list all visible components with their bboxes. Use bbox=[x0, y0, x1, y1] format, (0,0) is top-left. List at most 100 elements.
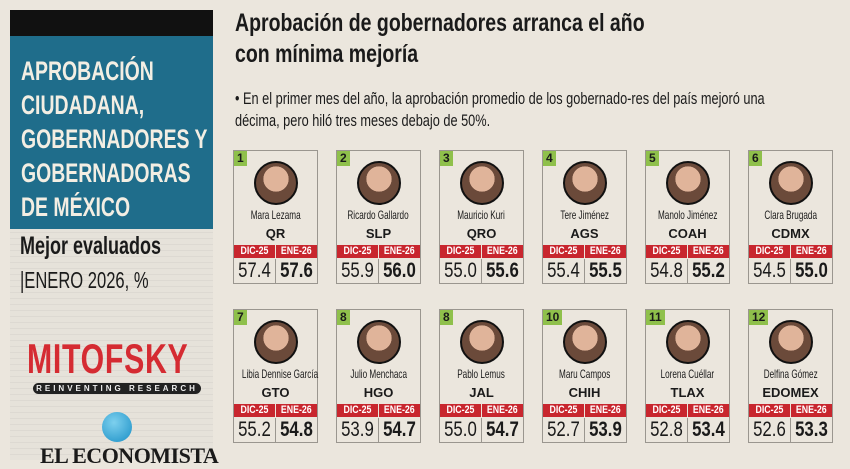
rank-badge: 3 bbox=[440, 151, 453, 166]
governor-card: 8 Pablo Lemus JAL DIC-25 ENE-26 55.0 54.7 bbox=[439, 309, 524, 443]
curr-month-header: ENE-26 bbox=[482, 404, 523, 417]
prev-month-header: DIC-25 bbox=[337, 404, 378, 417]
avatar bbox=[254, 320, 298, 364]
curr-month-header: ENE-26 bbox=[688, 404, 729, 417]
rank-badge: 4 bbox=[543, 151, 556, 166]
state-code: SLP bbox=[365, 226, 392, 241]
governor-name: Mara Lezama bbox=[250, 208, 301, 222]
governor-card: 11 Lorena Cuéllar TLAX DIC-25 ENE-26 52.8 53.4 bbox=[645, 309, 730, 443]
avatar bbox=[666, 320, 710, 364]
governor-card: 8 Julio Menchaca HGO DIC-25 ENE-26 53.9 54.7 bbox=[336, 309, 421, 443]
curr-value: 55.6 bbox=[486, 259, 519, 282]
avatar bbox=[460, 320, 504, 364]
subtitle: Mejor evaluados bbox=[20, 232, 162, 260]
governor-card: 4 Tere Jiménez AGS DIC-25 ENE-26 55.4 55.5 bbox=[542, 150, 627, 284]
curr-value: 53.4 bbox=[692, 418, 725, 441]
curr-value: 54.8 bbox=[280, 418, 313, 441]
avatar bbox=[666, 161, 710, 205]
governor-name: Tere Jiménez bbox=[560, 208, 609, 222]
prev-value: 52.6 bbox=[749, 418, 791, 442]
prev-month-header: DIC-25 bbox=[337, 245, 378, 258]
prev-value: 54.5 bbox=[749, 259, 791, 283]
rank-badge: 8 bbox=[337, 310, 350, 325]
curr-value: 55.0 bbox=[795, 259, 828, 282]
black-bar bbox=[10, 10, 213, 36]
prev-value: 55.2 bbox=[234, 418, 276, 442]
governor-name: Mauricio Kuri bbox=[457, 208, 506, 222]
prev-value: 57.4 bbox=[234, 259, 276, 283]
curr-month-header: ENE-26 bbox=[276, 404, 317, 417]
avatar bbox=[357, 320, 401, 364]
prev-month-header: DIC-25 bbox=[646, 404, 687, 417]
state-code: COAH bbox=[668, 226, 707, 241]
avatar bbox=[769, 161, 813, 205]
avatar bbox=[769, 320, 813, 364]
rank-badge: 5 bbox=[646, 151, 659, 166]
governor-name: Julio Menchaca bbox=[350, 367, 407, 381]
state-code: JAL bbox=[469, 385, 494, 400]
rank-badge: 7 bbox=[234, 310, 247, 325]
governor-name: Delfina Gómez bbox=[763, 367, 818, 381]
state-code: HGO bbox=[363, 385, 394, 400]
rank-badge: 11 bbox=[646, 310, 665, 325]
infographic-title: APROBACIÓN CIUDADANA, GOBERNADORES Y GOB… bbox=[21, 54, 280, 224]
governor-name: Pablo Lemus bbox=[457, 367, 506, 381]
state-code: GTO bbox=[261, 385, 290, 400]
curr-value: 55.5 bbox=[589, 259, 622, 282]
prev-value: 52.8 bbox=[646, 418, 688, 442]
avatar bbox=[563, 320, 607, 364]
state-code: CDMX bbox=[771, 226, 810, 241]
governor-card: 2 Ricardo Gallardo SLP DIC-25 ENE-26 55.9 56.0 bbox=[336, 150, 421, 284]
curr-value: 57.6 bbox=[280, 259, 313, 282]
curr-value: 54.7 bbox=[383, 418, 416, 441]
governor-card: 7 Libia Dennise García GTO DIC-25 ENE-26 55.2… bbox=[233, 309, 318, 443]
sidebar-panel: APROBACIÓN CIUDADANA, GOBERNADORES Y GOB… bbox=[10, 10, 219, 468]
governor-card: 10 Maru Campos CHIH DIC-25 ENE-26 52.7 53.9 bbox=[542, 309, 627, 443]
governor-card: 1 Mara Lezama QR DIC-25 ENE-26 57.4 57.6 bbox=[233, 150, 318, 284]
curr-month-header: ENE-26 bbox=[791, 245, 832, 258]
avatar bbox=[460, 161, 504, 205]
curr-month-header: ENE-26 bbox=[688, 245, 729, 258]
governor-card: 3 Mauricio Kuri QRO DIC-25 ENE-26 55.0 55.6 bbox=[439, 150, 524, 284]
title-box: APROBACIÓN CIUDADANA, GOBERNADORES Y GOB… bbox=[10, 36, 213, 229]
rank-badge: 10 bbox=[543, 310, 563, 325]
prev-month-header: DIC-25 bbox=[749, 404, 790, 417]
rank-badge: 8 bbox=[440, 310, 453, 325]
state-code: QRO bbox=[466, 226, 497, 241]
governor-name: Manolo Jiménez bbox=[657, 208, 718, 222]
curr-month-header: ENE-26 bbox=[585, 404, 626, 417]
prev-value: 54.8 bbox=[646, 259, 688, 283]
prev-value: 52.7 bbox=[543, 418, 585, 442]
governor-name: Clara Brugada bbox=[764, 208, 817, 222]
prev-month-header: DIC-25 bbox=[440, 404, 481, 417]
headline: Aprobación de gobernadores arranca el añ… bbox=[235, 9, 645, 68]
prev-value: 55.0 bbox=[440, 259, 482, 283]
summary: • En el primer mes del año, la aprobació… bbox=[235, 89, 765, 130]
prev-month-header: DIC-25 bbox=[234, 404, 275, 417]
state-code: TLAX bbox=[670, 385, 705, 400]
curr-month-header: ENE-26 bbox=[276, 245, 317, 258]
title-line: GOBERNADORAS bbox=[21, 158, 191, 188]
governor-name: Lorena Cuéllar bbox=[660, 367, 715, 381]
curr-month-header: ENE-26 bbox=[482, 245, 523, 258]
title-line: GOBERNADORES Y bbox=[21, 124, 208, 154]
title-line: DE MÉXICO bbox=[21, 192, 131, 222]
mitofsky-logo: MITOFSKY bbox=[27, 335, 189, 382]
prev-month-header: DIC-25 bbox=[749, 245, 790, 258]
state-code: AGS bbox=[570, 226, 599, 241]
curr-month-header: ENE-26 bbox=[379, 404, 420, 417]
curr-value: 53.3 bbox=[795, 418, 828, 441]
governor-card: 12 Delfina Gómez EDOMEX DIC-25 ENE-26 52.6 53.… bbox=[748, 309, 833, 443]
governor-card: 6 Clara Brugada CDMX DIC-25 ENE-26 54.5 55.0 bbox=[748, 150, 833, 284]
title-line: CIUDADANA, bbox=[21, 90, 145, 120]
state-code: EDOMEX bbox=[762, 385, 819, 400]
rank-badge: 6 bbox=[749, 151, 762, 166]
governor-name: Maru Campos bbox=[558, 367, 611, 381]
curr-month-header: ENE-26 bbox=[379, 245, 420, 258]
governor-card: 5 Manolo Jiménez COAH DIC-25 ENE-26 54.8 55.2 bbox=[645, 150, 730, 284]
prev-month-header: DIC-25 bbox=[646, 245, 687, 258]
globe-icon bbox=[102, 412, 132, 442]
curr-value: 53.9 bbox=[589, 418, 622, 441]
curr-value: 56.0 bbox=[383, 259, 416, 282]
period-label: |ENERO 2026, % bbox=[20, 267, 149, 293]
